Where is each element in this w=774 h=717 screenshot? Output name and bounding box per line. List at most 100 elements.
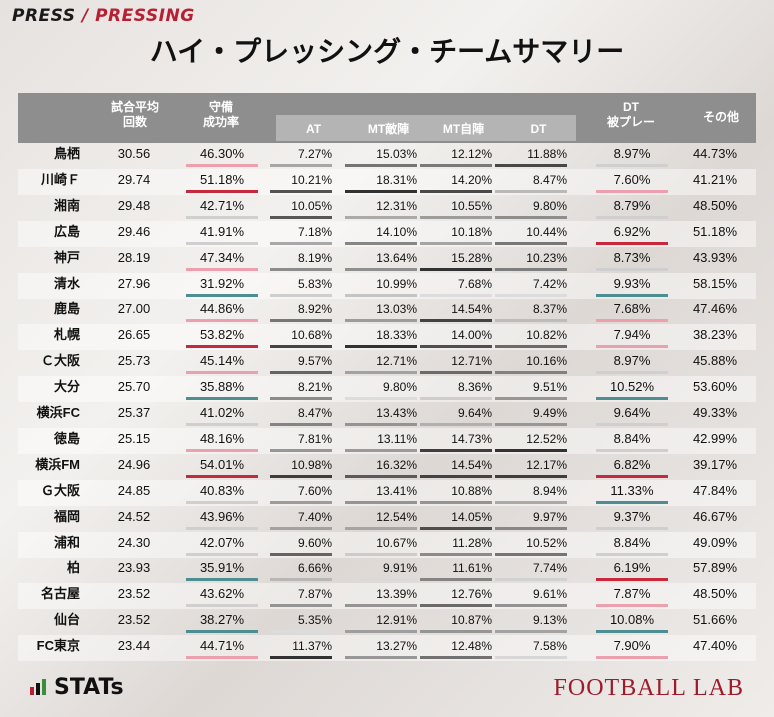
bar-at <box>270 345 332 349</box>
cell-dt: 7.58% <box>532 639 567 654</box>
cell-at: 7.40% <box>297 509 332 524</box>
cell-at: 7.18% <box>297 224 332 239</box>
cell-dtp: 7.90% <box>613 638 651 654</box>
cell-dtp: 8.97% <box>613 353 651 369</box>
bar-dtp <box>596 164 668 167</box>
bar-mt-fail <box>345 215 417 219</box>
bar-dtp <box>596 423 668 426</box>
cell-mt-fail: 10.99% <box>376 276 417 291</box>
cell-dt: 9.13% <box>532 613 567 628</box>
cell-at: 7.81% <box>297 431 332 446</box>
bar-def <box>186 215 258 219</box>
bar-dtp <box>596 267 668 271</box>
bar-dtp <box>596 189 668 193</box>
cell-mt-self: 12.71% <box>451 354 492 369</box>
bar-at <box>270 500 332 504</box>
cell-def: 51.18% <box>199 171 245 187</box>
bar-dtp <box>596 293 668 297</box>
football-lab-logo: FOOTBALL LAB <box>553 675 744 701</box>
bar-dtp <box>596 630 668 634</box>
cell-team: Ｃ大阪 <box>40 353 80 369</box>
cell-mt-fail: 9.80% <box>382 380 417 395</box>
bar-at <box>270 371 332 375</box>
cell-at: 5.35% <box>297 613 332 628</box>
cell-dtp: 9.64% <box>613 405 651 420</box>
bar-dtp <box>596 500 668 504</box>
cell-dtp: 11.33% <box>610 482 654 498</box>
cell-dtp: 8.97% <box>613 146 651 161</box>
tag-pressing: PRESSING <box>95 6 195 26</box>
cell-def: 42.71% <box>199 197 245 213</box>
bar-mt-self <box>420 267 492 271</box>
cell-other: 46.67% <box>692 508 738 524</box>
bar-mt-self <box>420 552 492 556</box>
bar-dt <box>495 448 567 452</box>
table-row: 横浜FC 25.37 41.02% 8.47% 13.43% 9.64% 9.49% 9.64… <box>18 402 756 428</box>
cell-mt-fail: 14.10% <box>376 224 417 239</box>
cell-games: 24.85 <box>117 482 151 498</box>
cell-mt-fail: 13.03% <box>376 302 417 317</box>
bar-mt-self <box>420 448 492 452</box>
bar-mt-fail <box>345 241 417 245</box>
cell-mt-self: 8.36% <box>457 380 492 395</box>
stats-logo: STATs <box>30 675 124 701</box>
cell-dt: 12.52% <box>526 431 567 446</box>
table-row: 広島 29.46 41.91% 7.18% 14.10% 10.18% 10.44% 6.92… <box>18 220 756 247</box>
bar-dt <box>495 397 567 401</box>
cell-dtp: 7.94% <box>613 327 651 343</box>
bar-mt-self <box>420 241 492 245</box>
cell-other: 58.15% <box>692 275 738 291</box>
bar-dt <box>495 630 567 634</box>
cell-games: 25.70 <box>117 379 151 395</box>
bar-dt <box>495 423 567 426</box>
cell-def: 38.27% <box>199 612 245 628</box>
bar-mt-fail <box>345 319 417 323</box>
press-pressing-tag: PRESS / PRESSING <box>12 6 195 26</box>
cell-mt-fail: 13.43% <box>376 406 417 420</box>
cell-team: 鳥栖 <box>53 146 80 161</box>
bar-mt-fail <box>345 397 417 401</box>
cell-mt-self: 14.05% <box>451 509 492 524</box>
cell-other: 53.60% <box>692 379 738 395</box>
cell-def: 54.01% <box>199 456 245 472</box>
table-row: 横浜FM 24.96 54.01% 10.98% 16.32% 14.54% 12.17% 6… <box>18 454 756 480</box>
bar-def <box>186 630 258 634</box>
bar-at <box>270 448 332 452</box>
table-row: 浦和 24.30 42.07% 9.60% 10.67% 11.28% 10.52% 8.84… <box>18 531 756 558</box>
cell-mt-fail: 12.31% <box>376 198 417 213</box>
stats-bars-icon <box>30 676 48 701</box>
cell-games: 29.74 <box>117 171 151 187</box>
cell-mt-self: 14.00% <box>451 328 492 343</box>
cell-at: 10.21% <box>291 172 332 187</box>
cell-dt: 9.49% <box>532 406 567 420</box>
cell-mt-self: 12.12% <box>451 147 492 161</box>
bar-at <box>270 241 332 245</box>
col-other: その他 <box>702 110 739 124</box>
col-dt-pressed: DT 被プレー <box>596 100 666 130</box>
table-row: Ｇ大阪 24.85 40.83% 7.60% 13.41% 10.88% 8.94% 11.3… <box>18 479 756 506</box>
cell-dtp: 9.93% <box>613 275 651 291</box>
cell-dt: 10.82% <box>526 328 567 343</box>
cell-at: 9.57% <box>297 354 332 369</box>
cell-dtp: 8.73% <box>613 249 651 265</box>
cell-dtp: 6.19% <box>613 560 651 576</box>
page-title: ハイ・プレッシング・チームサマリー <box>149 35 625 68</box>
table-row: 清水 27.96 31.92% 5.83% 10.99% 7.68% 7.42% 9.93% 5… <box>18 272 756 299</box>
cell-at: 8.19% <box>297 250 332 265</box>
bar-mt-fail <box>345 526 417 530</box>
cell-other: 48.50% <box>692 586 738 602</box>
bar-dt <box>495 345 567 349</box>
cell-def: 31.92% <box>199 275 245 291</box>
bar-dtp <box>596 319 668 323</box>
bar-dt <box>495 578 567 582</box>
bar-dt <box>495 604 567 608</box>
cell-mt-fail: 12.91% <box>376 613 417 628</box>
cell-dtp: 8.84% <box>613 534 651 550</box>
cell-mt-self: 15.28% <box>451 250 492 265</box>
cell-dt: 9.51% <box>532 380 567 395</box>
bar-mt-fail <box>345 448 417 452</box>
cell-team: FC東京 <box>36 638 80 654</box>
cell-dtp: 6.92% <box>613 223 651 239</box>
cell-mt-self: 14.54% <box>451 457 492 472</box>
bar-def <box>186 345 258 349</box>
